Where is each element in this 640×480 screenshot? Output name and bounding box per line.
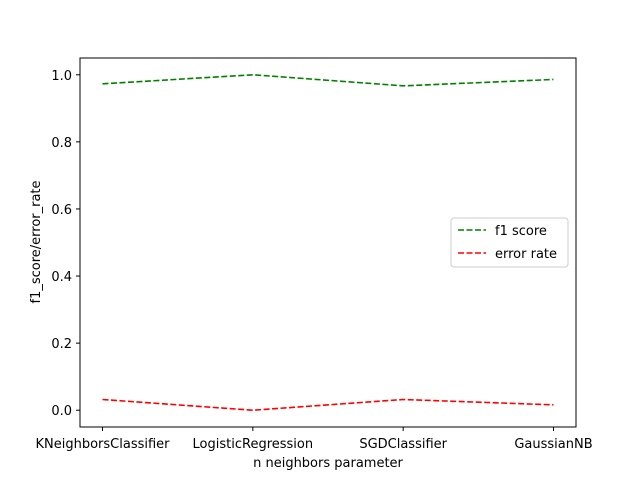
- x-tick-label-gaussiannb: GaussianNB: [514, 437, 592, 452]
- x-axis-label: n neighbors parameter: [253, 456, 403, 471]
- axes: KNeighborsClassifier LogisticRegression SG…: [35, 69, 592, 452]
- legend-label-f1-score: f1 score: [495, 224, 547, 239]
- y-tick-label: 0.8: [51, 136, 72, 151]
- x-tick-label-sgdclassifier: SGDClassifier: [359, 437, 447, 452]
- x-tick-label-logisticregression: LogisticRegression: [193, 437, 314, 452]
- legend-label-error-rate: error rate: [495, 247, 557, 262]
- chart-marks: [102, 73, 554, 412]
- x-tick-label-kneighborsclassifier: KNeighborsClassifier: [35, 437, 170, 452]
- series-line-error-rate: [102, 398, 554, 412]
- y-tick-label: 1.0: [51, 69, 72, 84]
- y-axis-label: f1_score/error_rate: [29, 180, 44, 303]
- series-line-f1-score: [102, 73, 554, 87]
- y-tick-label: 0.6: [51, 203, 72, 218]
- legend: f1 score error rate: [450, 217, 569, 268]
- y-tick-label: 0.2: [51, 337, 72, 352]
- plot-frame: [79, 57, 577, 428]
- y-tick-label: 0.0: [51, 404, 72, 419]
- y-tick-label: 0.4: [51, 270, 72, 285]
